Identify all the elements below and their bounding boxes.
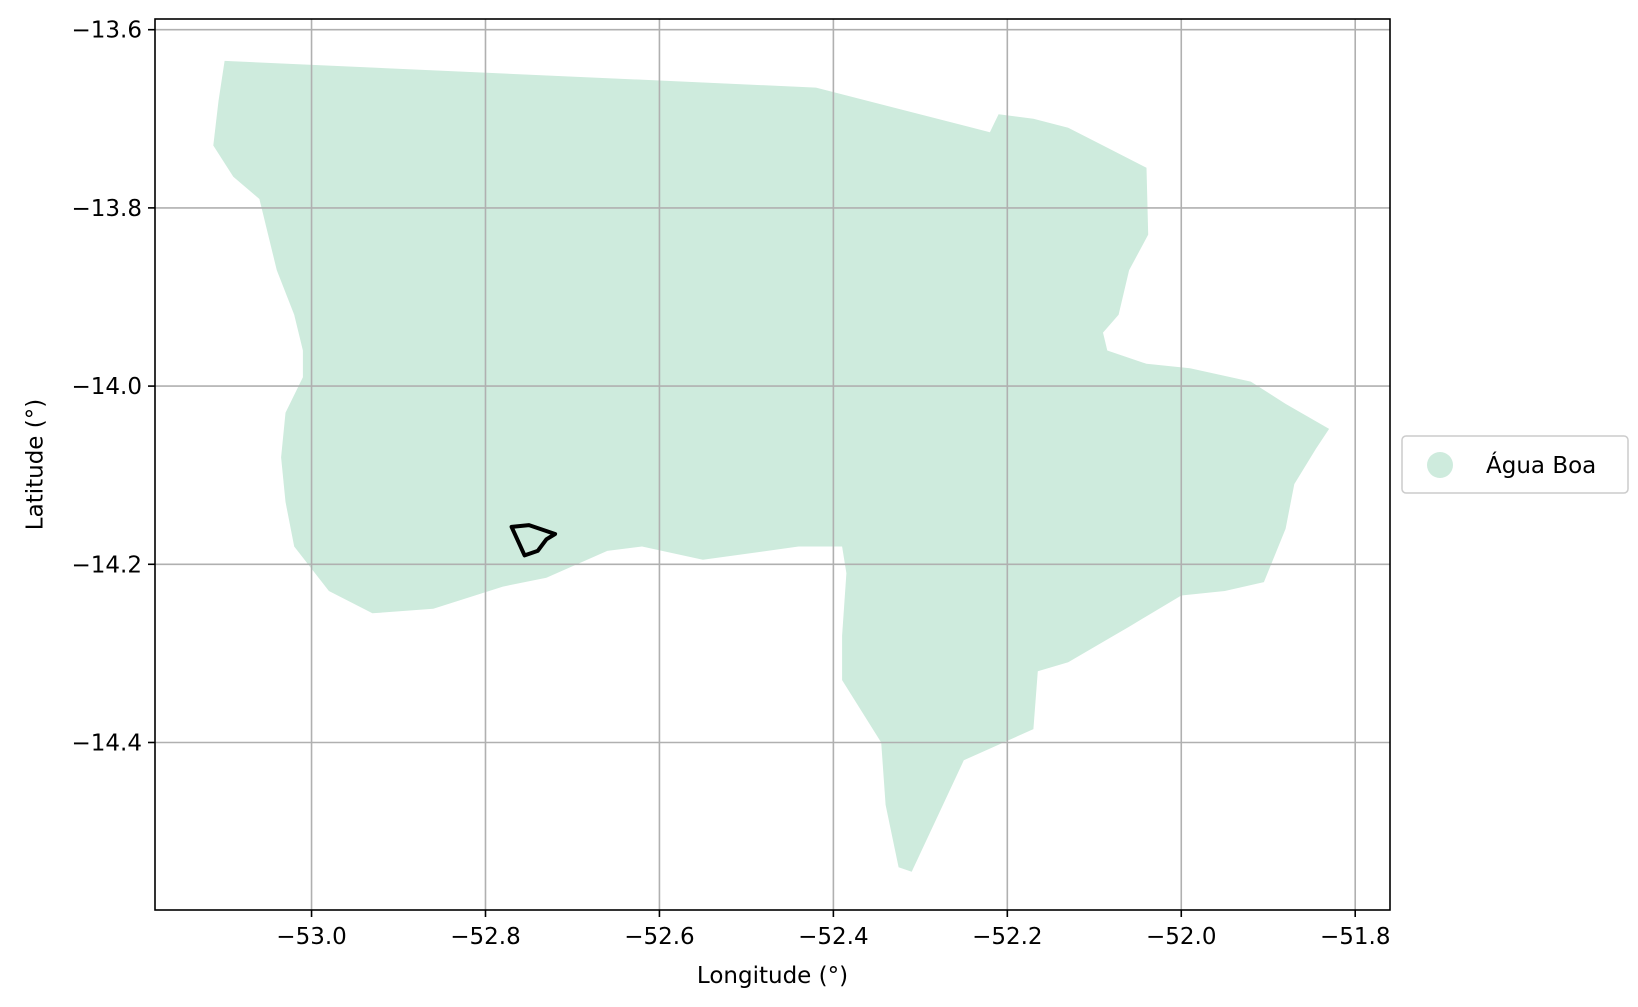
y-tick-label: −14.0	[72, 374, 142, 400]
x-tick-label: −51.8	[1320, 924, 1390, 950]
y-axis-label: Latitude (°)	[23, 399, 49, 530]
region-layer	[213, 60, 1330, 872]
x-axis-ticks: −53.0 −52.8 −52.6 −52.4 −52.2 −52.0 −51.8	[276, 910, 1390, 950]
x-tick-label: −52.0	[1146, 924, 1216, 950]
site-outline	[509, 523, 558, 558]
legend: Água Boa	[1401, 435, 1629, 494]
x-tick-label: −52.2	[972, 924, 1042, 950]
x-tick-label: −52.4	[798, 924, 868, 950]
legend-label-agua-boa: Água Boa	[1486, 451, 1596, 479]
x-tick-label: −52.6	[624, 924, 694, 950]
x-tick-label: −52.8	[450, 924, 520, 950]
y-tick-label: −14.4	[72, 730, 142, 756]
agua-boa-region	[213, 60, 1330, 872]
y-axis-ticks: −13.6 −13.8 −14.0 −14.2 −14.4	[72, 18, 155, 756]
site-layer	[509, 523, 558, 558]
axes-frame	[154, 18, 1391, 911]
legend-marker	[1427, 452, 1453, 478]
x-axis-label: Longitude (°)	[697, 963, 848, 989]
gridlines	[155, 19, 1390, 910]
x-tick-label: −53.0	[276, 924, 346, 950]
legend-box	[1401, 435, 1629, 494]
y-tick-label: −13.6	[72, 18, 142, 44]
y-tick-label: −13.8	[72, 196, 142, 222]
y-tick-label: −14.2	[72, 552, 142, 578]
